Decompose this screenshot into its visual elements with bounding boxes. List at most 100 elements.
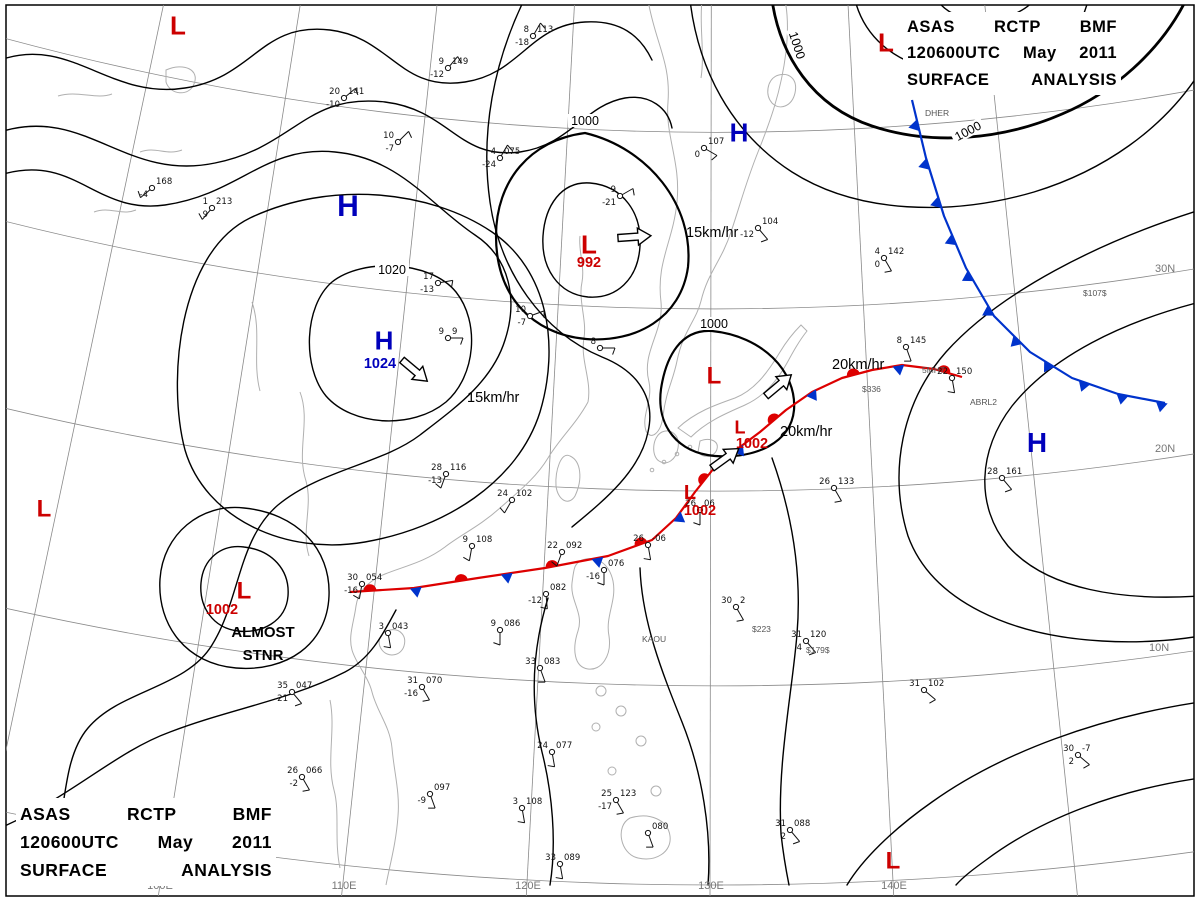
cold-front-marker [944,234,957,246]
cold-front-marker [806,389,817,401]
ship-label: 5MH7 [922,365,945,375]
warm-front-marker [846,368,860,377]
annotation-text: STNR [243,647,284,664]
title-line-3: SURFACE ANALYSIS [20,860,272,880]
river [329,699,341,869]
longitude-line [6,5,164,752]
island-ryukyu [674,451,680,457]
high-pressure-symbol: H [337,190,359,223]
latitude-label: 20N [1155,443,1175,455]
warm-front-marker [698,473,709,485]
cold-front-marker [500,572,513,584]
cold-front-marker [1078,380,1091,392]
station-value: -16 [344,586,358,596]
station-value: 31 [909,679,920,689]
coastline [700,5,703,79]
station-value: 149 [452,57,468,67]
cold-front-marker [1116,393,1129,405]
low-pressure-symbol: L [170,10,186,40]
fronts [349,99,1168,598]
island [595,685,607,697]
isobar-path [846,702,1194,886]
annotation-text: ALMOST [231,624,294,641]
title-line-2: 120600UTC May 2011 [20,832,272,852]
isobar-label: 1000 [697,317,731,331]
station-value: 30 [1063,744,1074,754]
station-value: 0 [695,150,700,160]
latitude-label: 30N [1155,263,1175,275]
station-value: 108 [476,535,492,545]
station-value: 30 [347,573,358,583]
station-value: 3 [379,622,384,632]
pressure-letter: H [337,190,359,223]
low-pressure-symbol: L [707,363,722,390]
isobar-path [6,21,653,91]
pressure-letter: L [735,417,746,437]
station-value: -18 [515,38,529,48]
svg-text:1000: 1000 [571,114,599,128]
station-value: 9 [463,535,468,545]
title-line-3: SURFACE ANALYSIS [907,70,1117,89]
station-value: 116 [450,463,466,473]
ship-label: KAOU [642,634,666,644]
pressure-value: 1024 [364,356,396,372]
station-value: 083 [544,657,560,667]
station-plot: 30 054 -16 [344,573,382,600]
island-taiwan [555,454,581,502]
island-shikoku [697,438,718,457]
speed-label: 20km/hr [832,357,885,373]
station-plot: 25 123 -17 [598,789,636,815]
station-value: -9 [418,796,426,806]
header-title-block: ASAS RCTP BMF 120600UTC May 2011 SURFACE… [903,12,1121,96]
island-kyushu [653,430,679,464]
station-value: -21 [274,694,288,704]
latitude-line [6,221,1194,310]
station-value: -16 [404,689,418,699]
svg-text:1000: 1000 [700,317,728,331]
movement-arrow [762,373,793,400]
station-value: 06 [704,499,715,509]
station-value: 10 [383,131,394,141]
isobar-path [689,5,1194,209]
longitude-label: 140E [881,880,907,892]
cold-front-marker [1155,401,1168,413]
station-plot: 168 -4 [137,177,172,200]
station-value: -12 [528,596,542,606]
station-value: 26 [685,499,696,509]
warm-front-marker [363,584,377,592]
inland-water [57,93,113,97]
station-value: 35 [277,681,288,691]
station-value: 22 [937,367,948,377]
cold-front-marker [409,586,422,598]
island-hokkaido [767,74,797,108]
cold-front-marker [1044,360,1055,373]
station-plot: 33 089 [545,853,580,880]
isobar-path [494,131,690,341]
station-plot: 076 -16 [586,559,624,586]
station-plot: 26 -06 [633,534,666,561]
pressure-value: 992 [577,255,601,271]
inland-water [139,149,183,153]
warm-front-marker [767,413,780,425]
station-plot: 10-7 [383,131,413,154]
cold-front-marker [591,556,604,568]
isobar-path [533,597,554,886]
cold-front-marker [1010,335,1022,347]
station-value: -7 [518,318,526,328]
station-value: -7 [1082,744,1090,754]
isobar-label: 1000 [949,117,986,145]
station-value: 4 [875,247,880,257]
station-value: 120 [810,630,826,640]
station-value: 142 [888,247,904,257]
station-plot: 20 141 -10 [326,87,364,110]
station-value: 9 [439,327,444,337]
station-value: 22 [547,541,558,551]
station-value: 102 [516,489,532,499]
station-value: 168 [156,177,172,187]
island [615,705,627,717]
